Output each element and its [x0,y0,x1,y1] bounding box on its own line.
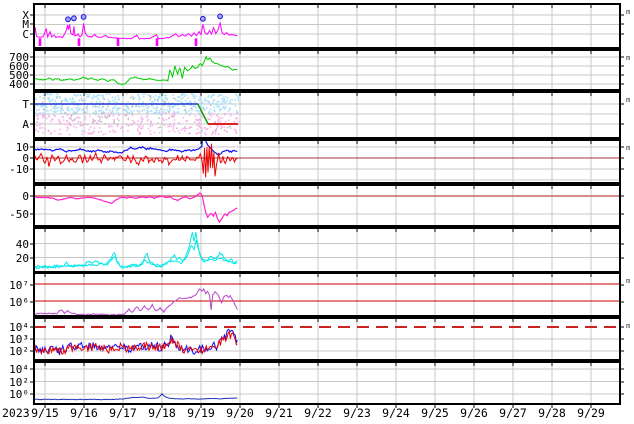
right-axis-marker: m [626,144,630,152]
series-sector-transition-line [197,103,209,125]
y-axis-label: M [22,18,29,31]
series-wind-speed [35,55,238,86]
x-axis-day-label: 9/23 [343,406,371,420]
x-axis-year-label: 2023 [2,406,30,420]
data-gap-bar [77,38,81,46]
x-axis-day-label: 9/29 [577,406,605,420]
panel-imf-sector: TAm [22,93,630,137]
panel-separator [34,89,620,93]
y-axis-label: 10⁴ [9,321,29,334]
series-imf-bt [35,141,238,156]
y-axis-label: X [22,9,29,22]
panel-separator [34,315,620,319]
plot-frame [33,3,621,405]
y-axis-label: 600 [9,60,29,73]
right-axis-marker: m [626,54,630,62]
flare-event-marker-icon [80,14,87,20]
y-axis-label: 10² [9,345,29,358]
y-axis-label: 400 [9,78,29,91]
x-axis-day-label: 9/21 [265,406,293,420]
right-axis-marker: m [626,322,630,330]
flare-event-marker-icon [217,13,224,20]
x-axis-day-label: 9/28 [538,406,566,420]
y-axis-label: C [22,28,29,41]
series-proton-red [35,330,238,356]
y-axis-label: 10⁷ [9,279,29,292]
x-axis-day-label: 9/27 [499,406,527,420]
y-axis-label: 700 [9,51,29,64]
sector-away-scatter [35,112,240,136]
data-gap-bar [155,38,159,46]
x-axis-day-label: 9/24 [382,406,410,420]
series-proton-10mev [35,393,238,401]
right-axis-marker: m [626,277,630,285]
y-axis-label: 10³ [9,333,29,346]
flare-event-marker-icon [200,15,206,22]
y-axis-label: 0 [22,152,29,165]
data-gap-bar [194,38,198,46]
flare-event-marker-icon [71,15,77,22]
right-axis-marker: m [626,8,630,16]
panel-separator [34,271,620,274]
panel-imf-bz-bt: 100-10 m [9,141,630,182]
x-axis-day-label: 9/26 [460,406,488,420]
x-axis-day-label: 9/15 [31,406,59,420]
x-axis-day-label: 9/25 [421,406,449,420]
panel-electron-flux: 10⁷ 10⁶ m [9,274,630,315]
x-axis-day-label: 9/20 [226,406,254,420]
y-axis-label: 10 [16,141,29,154]
data-gap-bar [38,38,42,46]
data-gap-bar [116,38,120,46]
panel-separator [34,137,620,141]
y-axis-label: 10² [9,376,29,389]
panel-separator [34,225,620,229]
y-axis-label: 10⁴ [9,363,29,376]
panel-separator [34,182,620,186]
flare-event-marker-icon [65,16,71,23]
sector-toward-scatter [35,93,240,115]
series-imf-bz [35,143,238,178]
x-axis-day-label: 9/16 [70,406,98,420]
y-axis-label: 20 [16,252,29,265]
y-axis-label: 0 [22,190,29,203]
x-axis-day-label: 9/18 [148,406,176,420]
series-dst [35,192,238,224]
x-axis-day-label: 9/17 [109,406,137,420]
y-axis-label: -10 [9,163,29,176]
x-axis-day-label: 9/19 [187,406,215,420]
panel-separator [34,47,620,51]
y-axis-label: A [22,118,29,131]
y-axis-label: -50 [9,208,29,221]
panel-separator [34,359,620,363]
series-electron-2mev [35,287,238,315]
y-axis-label: 10⁶ [9,296,29,309]
y-axis-label: 40 [16,238,29,251]
panel-dst-index: 0-50 [9,186,624,225]
series-density-b [35,239,238,270]
y-axis-label: 500 [9,69,29,82]
y-axis-label: T [22,98,29,111]
x-axis-day-label: 9/22 [304,406,332,420]
series-density-a [35,231,238,269]
series-goes-xray [35,20,238,40]
right-axis-marker: m [626,96,630,104]
y-axis-label: 10⁰ [9,388,29,401]
